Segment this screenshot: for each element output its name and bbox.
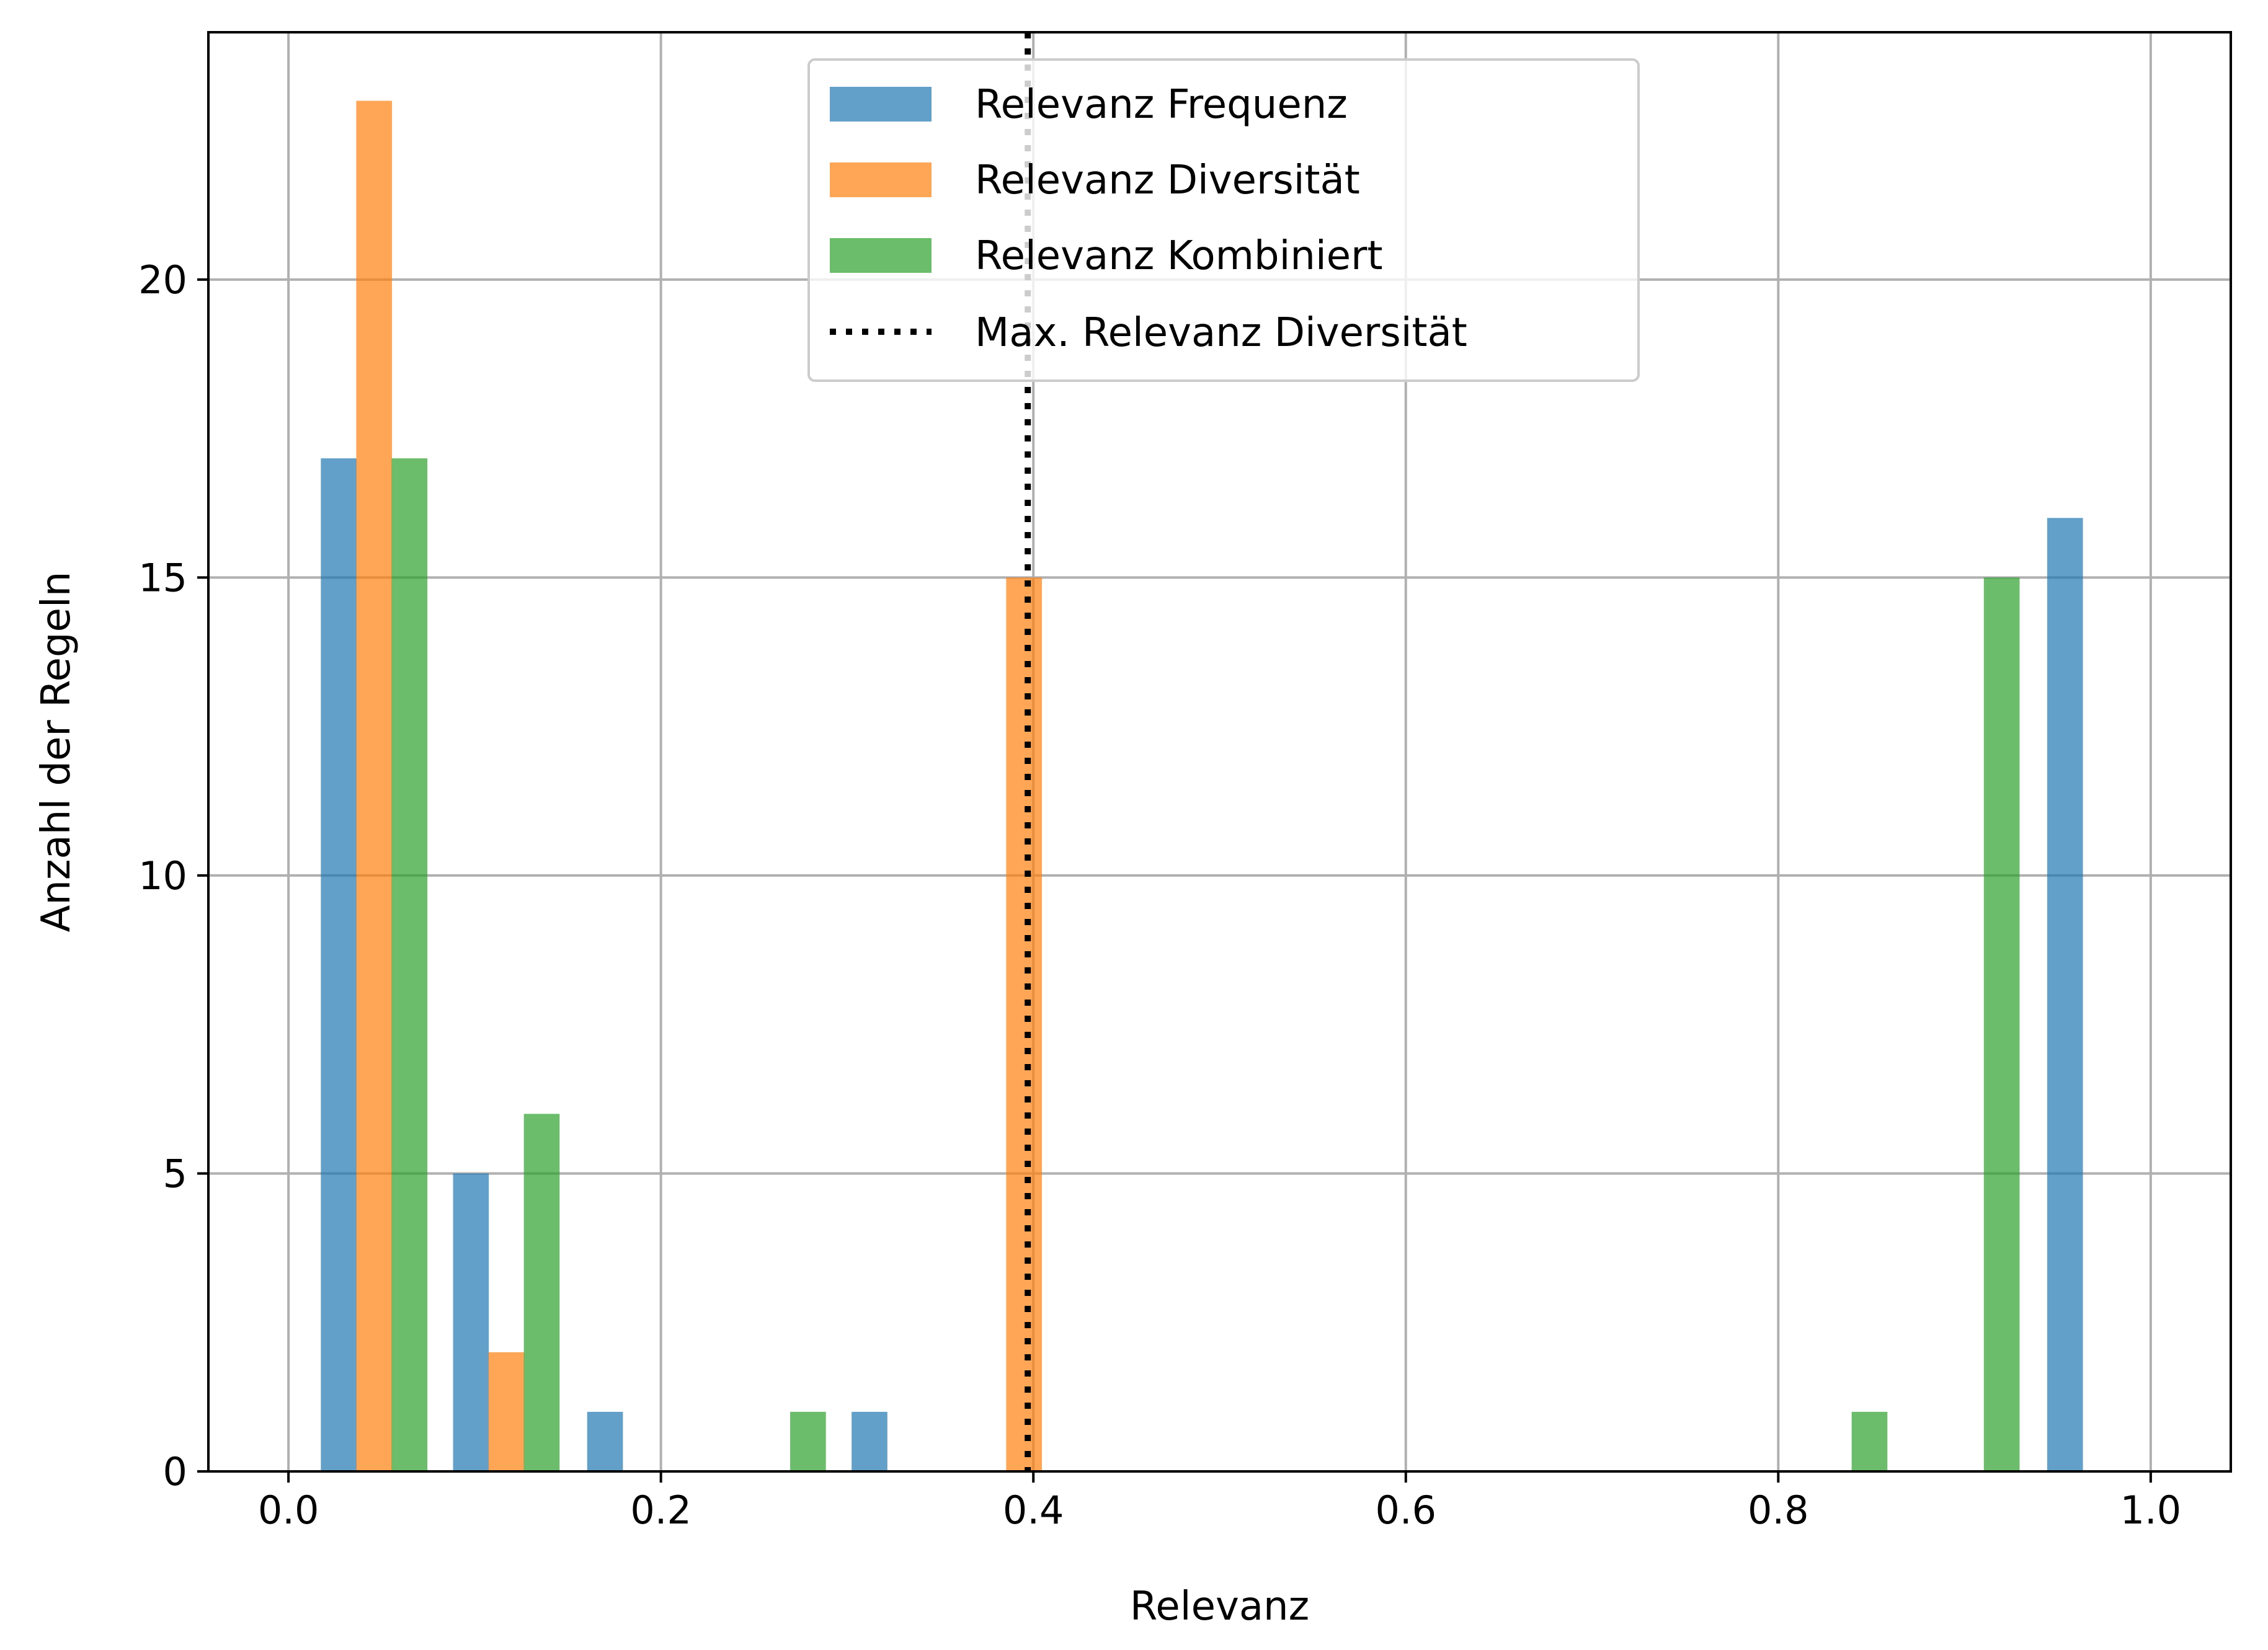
y-axis-title: Anzahl der Regeln xyxy=(33,572,79,933)
bar-relevanz-frequenz xyxy=(587,1411,623,1471)
legend-swatch xyxy=(830,87,932,122)
legend-label: Relevanz Kombiniert xyxy=(975,233,1383,279)
legend-label: Relevanz Frequenz xyxy=(975,82,1348,128)
plot-area-frame xyxy=(207,31,2232,1473)
axis-ticks: 0.0 0.2 0.4 0.6 0.8 1.0 0 5 10 15 20 xyxy=(138,257,2181,1533)
x-tick-label: 0.2 xyxy=(630,1488,692,1533)
bar-relevanz-frequenz xyxy=(852,1411,887,1471)
x-tick-label: 0.8 xyxy=(1748,1488,1809,1533)
bar-relevanz-frequenz xyxy=(321,458,357,1471)
x-tick-label: 0.4 xyxy=(1003,1488,1064,1533)
y-tick-label: 0 xyxy=(163,1449,187,1494)
y-tick-label: 20 xyxy=(138,257,187,303)
y-tick-label: 5 xyxy=(163,1151,187,1196)
bar-relevanz-frequenz xyxy=(453,1173,489,1471)
x-tick-label: 0.0 xyxy=(258,1488,319,1533)
bar-relevanz-frequenz xyxy=(2047,518,2083,1472)
bar-relevanz-diversit-t xyxy=(488,1352,525,1471)
x-axis-title: Relevanz xyxy=(1130,1584,1309,1630)
legend-label: Max. Relevanz Diversität xyxy=(975,310,1467,356)
bar-relevanz-kombiniert xyxy=(790,1411,826,1471)
x-tick-label: 1.0 xyxy=(2120,1488,2182,1533)
bars xyxy=(321,100,2083,1472)
bar-relevanz-kombiniert xyxy=(1851,1411,1888,1471)
bar-relevanz-kombiniert xyxy=(523,1114,560,1471)
legend: Relevanz Frequenz Relevanz Diversität Rele… xyxy=(807,58,1640,382)
y-tick-label: 15 xyxy=(138,555,187,600)
bar-relevanz-diversit-t xyxy=(1006,577,1043,1472)
bar-relevanz-kombiniert xyxy=(1983,577,2020,1472)
y-tick-label: 10 xyxy=(138,853,187,898)
legend-label: Relevanz Diversität xyxy=(975,157,1360,203)
legend-swatch xyxy=(830,238,932,273)
x-tick-label: 0.6 xyxy=(1375,1488,1436,1533)
legend-box xyxy=(807,58,1640,382)
bar-relevanz-diversit-t xyxy=(356,100,393,1471)
bar-relevanz-kombiniert xyxy=(391,458,428,1471)
legend-swatch xyxy=(830,162,932,197)
